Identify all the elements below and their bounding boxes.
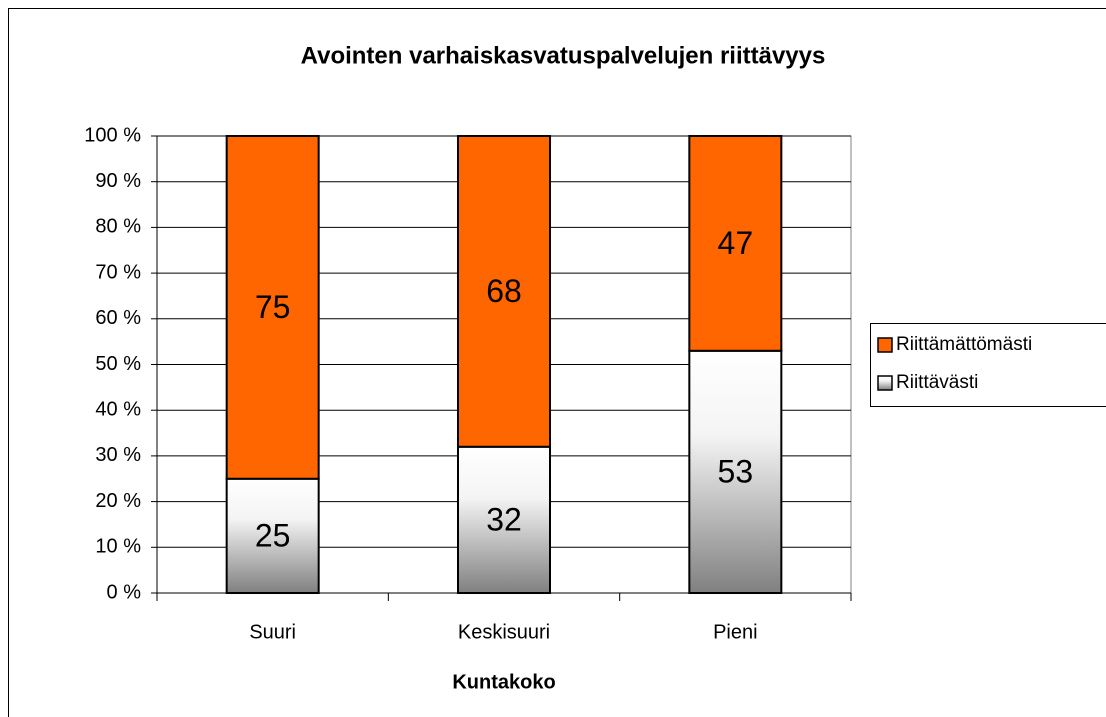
legend-box <box>870 323 1106 407</box>
bar-segment <box>225 477 320 594</box>
data-label: 47 <box>718 225 754 261</box>
bar-segment <box>688 349 783 595</box>
data-label: 75 <box>255 289 291 325</box>
data-label: 25 <box>255 517 291 553</box>
legend-label: Riittämättömästi <box>896 334 1032 355</box>
x-tick-label: Keskisuuri <box>458 621 550 643</box>
data-label: 53 <box>718 453 754 489</box>
bar-segment <box>688 135 783 352</box>
x-tick-label: Pieni <box>713 621 757 643</box>
y-tick-label: 20 % <box>95 490 141 512</box>
x-axis-label: Kuntakoko <box>452 671 555 693</box>
y-tick-label: 90 % <box>95 170 141 192</box>
x-tick-label: Suuri <box>249 621 296 643</box>
bar-segment <box>225 135 320 480</box>
legend-swatch <box>877 337 893 353</box>
data-label: 32 <box>486 501 522 537</box>
legend-swatch <box>877 375 893 391</box>
bar-segment <box>457 445 551 595</box>
y-tick-label: 60 % <box>95 307 141 329</box>
y-tick-label: 50 % <box>95 353 141 375</box>
legend-label: Riittävästi <box>896 372 978 393</box>
y-tick-label: 70 % <box>95 261 141 283</box>
bar-segment <box>457 135 551 448</box>
y-tick-label: 0 % <box>107 581 142 603</box>
y-tick-label: 30 % <box>95 444 141 466</box>
y-tick-label: 40 % <box>95 398 141 420</box>
data-label: 68 <box>486 273 522 309</box>
chart-title: Avointen varhaiskasvatuspalvelujen riitt… <box>301 42 826 69</box>
y-tick-label: 80 % <box>95 216 141 238</box>
y-tick-label: 100 % <box>84 124 141 146</box>
y-tick-label: 10 % <box>95 536 141 558</box>
